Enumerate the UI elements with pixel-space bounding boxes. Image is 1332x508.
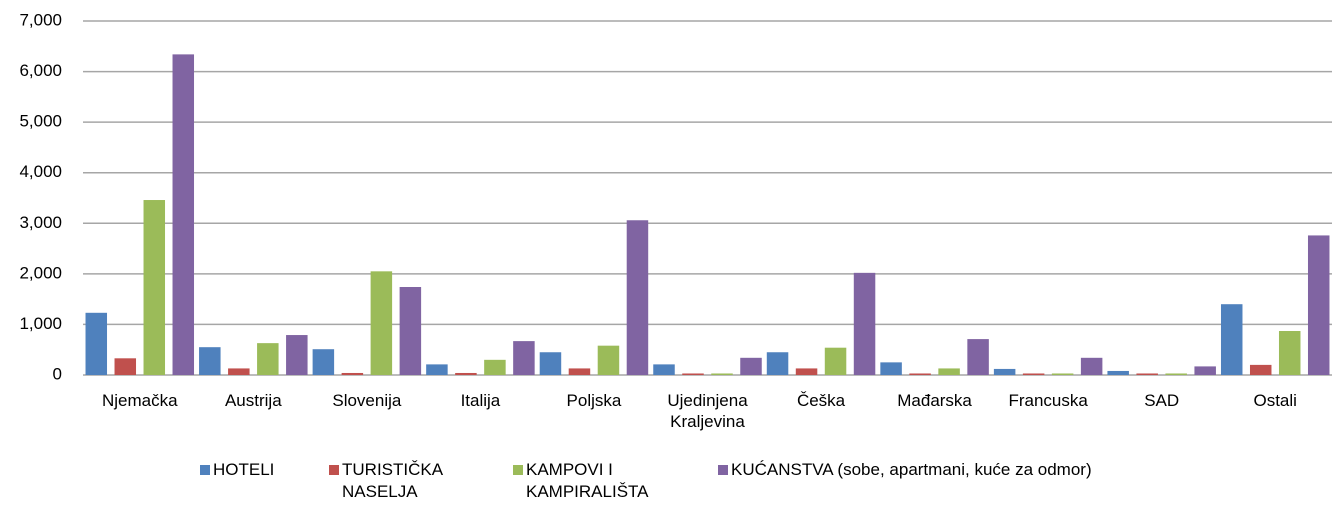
legend-label: HOTELI [213,460,275,479]
y-tick-label: 7,000 [19,10,62,29]
bar [1165,373,1187,375]
bar [228,368,250,375]
bar [286,335,308,375]
x-tick-label: Češka [796,391,846,410]
bar [484,359,506,375]
x-tick-label: Poljska [566,391,622,410]
bar [909,373,931,375]
bar [626,220,649,375]
bar [766,352,789,375]
bar [711,373,733,375]
bar [1022,373,1045,375]
bar [853,272,876,375]
bar [85,312,108,375]
bar [455,372,477,375]
legend-label: KAMPOVI I KAMPIRALIŠTA [526,460,649,501]
y-tick-label: 3,000 [19,213,62,232]
bar [114,358,137,375]
bar [1051,373,1074,375]
x-tick-label: Ujedinjena Kraljevina [667,391,748,431]
legend-item: TURISTIČKA NASELJA [329,459,479,503]
legend-swatch [200,465,210,475]
bar [880,362,902,375]
x-tick-label: Mađarska [897,391,972,410]
x-tick-label: SAD [1144,391,1180,410]
legend-label: KUĆANSTVA (sobe, apartmani, kuće za odmo… [731,460,1092,479]
legend-swatch [513,465,523,475]
bar [1136,373,1158,375]
bar [795,368,818,375]
y-tick-label: 6,000 [19,61,62,80]
legend-swatch [329,465,339,475]
bar [1107,370,1129,375]
y-tick-label: 5,000 [19,112,62,131]
bar [539,352,562,375]
y-tick-label: 0 [53,364,62,383]
bar [1220,304,1243,375]
bar [824,347,847,375]
y-tick-label: 2,000 [19,263,62,282]
legend-item: KUĆANSTVA (sobe, apartmani, kuće za odmo… [718,459,1238,481]
bar [1278,331,1301,375]
bar [1307,235,1330,375]
x-tick-label: Austrija [224,391,282,410]
x-tick-label: Slovenija [332,391,402,410]
bar [199,347,221,375]
y-tick-label: 1,000 [19,314,62,333]
bar [341,372,364,375]
bar [653,364,675,375]
x-tick-label: Njemačka [101,391,178,410]
bar [257,343,279,375]
bar [597,345,620,375]
bar [1080,357,1103,375]
x-tick-label: Italija [460,391,501,410]
legend-swatch [718,465,728,475]
bar [143,200,166,375]
x-tick-label: Francuska [1008,391,1088,410]
bar [1249,364,1272,375]
bar [993,368,1016,375]
bar [740,357,762,375]
bar [682,373,704,375]
bar [370,271,393,375]
y-tick-label: 4,000 [19,162,62,181]
legend-label: TURISTIČKA NASELJA [342,460,443,501]
legend-item: KAMPOVI I KAMPIRALIŠTA [513,459,693,503]
bar [967,339,989,375]
bar [513,341,535,375]
legend-item: HOTELI [200,459,310,481]
bar [312,349,335,375]
bar [568,368,591,375]
x-tick-label: Ostali [1253,391,1297,410]
bar [399,287,422,375]
bar [1194,366,1216,375]
bar [172,54,195,376]
bar [938,368,960,375]
bar [426,364,448,375]
